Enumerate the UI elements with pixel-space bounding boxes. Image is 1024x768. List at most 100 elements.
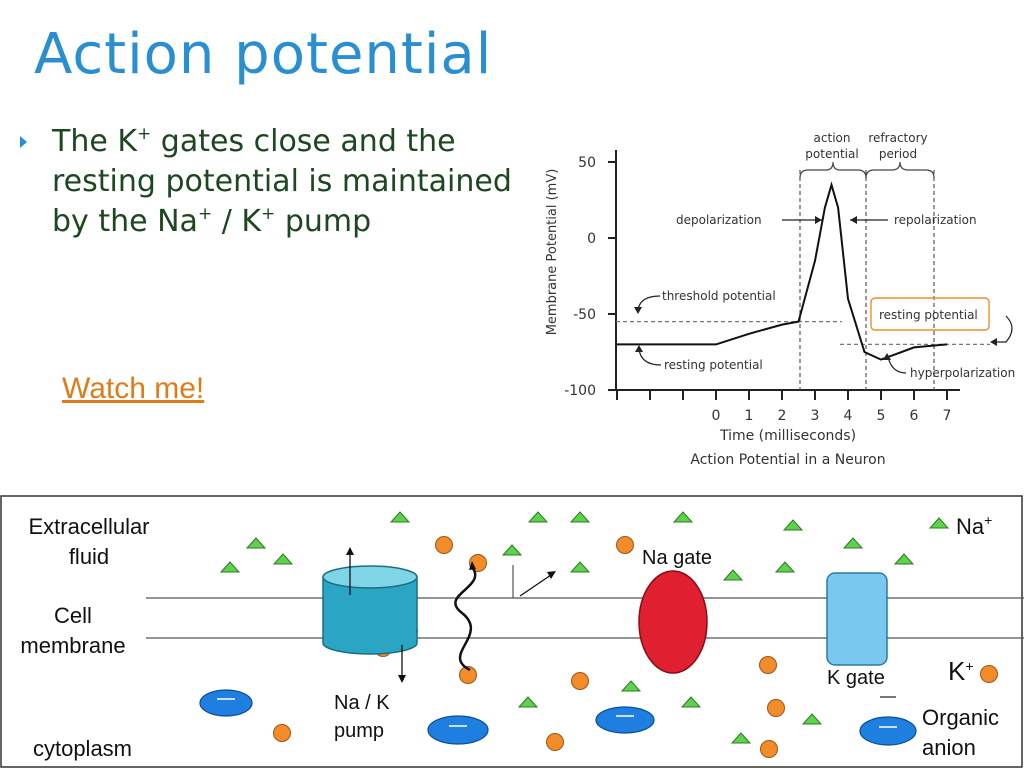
action-potential-brace — [799, 161, 867, 179]
k-ion-legend-label: K+ — [948, 656, 974, 686]
k-gate-label: K gate — [827, 667, 885, 689]
x-tick-label: 2 — [778, 408, 787, 424]
pump-up-arrowhead-icon — [346, 547, 354, 555]
legend-text: Na — [956, 514, 985, 539]
resting-arrowhead-icon — [635, 345, 643, 352]
repolarization-label: repolarization — [894, 213, 977, 227]
k-ion — [273, 724, 291, 742]
x-tick-label: 3 — [811, 408, 820, 424]
threshold-arrowhead-icon — [634, 307, 642, 314]
y-tick-label: -50 — [573, 307, 596, 323]
k-ion — [980, 665, 998, 683]
na-ion — [389, 511, 411, 523]
na-escape-arrow-icon — [519, 574, 552, 597]
y-tick-label: 50 — [578, 155, 596, 171]
hyperpolarization-label: hyperpolarization — [910, 366, 1015, 380]
k-ion — [760, 740, 778, 758]
organic-anion — [199, 689, 253, 717]
x-tick-label: 7 — [943, 408, 952, 424]
na-ion — [620, 680, 642, 692]
na-ion — [928, 517, 950, 529]
k-ion — [759, 656, 777, 674]
k-ion — [459, 666, 477, 684]
na-ion — [722, 569, 744, 581]
na-ion — [680, 696, 702, 708]
x-tick-label: 4 — [844, 408, 853, 424]
depolarization-label: depolarization — [676, 213, 762, 227]
organic-anion-legend-label: Organic anion — [922, 703, 999, 763]
bullet-superscript: + — [137, 124, 152, 144]
organic-anion — [859, 716, 917, 746]
bullet-superscript: + — [261, 204, 276, 224]
refractory-brace — [865, 161, 935, 179]
na-ion — [782, 519, 804, 531]
legend-superscript: + — [984, 512, 993, 528]
na-gate-channel — [638, 570, 708, 674]
legend-text: K — [948, 656, 966, 686]
na-ion — [774, 561, 796, 573]
na-ion-legend-label: Na+ — [956, 512, 992, 542]
organic-anion — [595, 706, 655, 734]
k-ion — [571, 672, 589, 690]
action-potential-label: potential — [805, 147, 858, 161]
depolarization-arrowhead-icon — [815, 216, 822, 224]
pump-label: Na / K pump — [334, 689, 390, 745]
na-ion — [527, 511, 549, 523]
refractory-label: refractory — [868, 131, 927, 145]
label-line: Cell — [54, 603, 92, 628]
resting-loop-arrow-icon — [992, 315, 1013, 343]
na-ion — [730, 732, 752, 744]
na-ion — [219, 561, 241, 573]
x-tick-label: 1 — [745, 408, 754, 424]
label-line: pump — [334, 720, 385, 742]
organic-anion — [427, 715, 489, 745]
label-line: Na / K — [334, 692, 390, 714]
resting-loop-arrowhead-icon — [990, 338, 997, 346]
label-line: anion — [922, 735, 976, 760]
na-ion — [672, 511, 694, 523]
bullet-text-part: pump — [275, 204, 372, 239]
k-ion — [435, 536, 453, 554]
bullet-text-part: The K — [52, 124, 138, 159]
hyperpolarization-arrow-icon — [887, 356, 907, 374]
action-potential-graph: Membrane Potential (mV) 50 0 -50 -100 0 1 2 3 4… — [545, 131, 1015, 468]
cell-membrane-label: Cell membrane — [8, 601, 138, 661]
k-gate-channel — [826, 572, 888, 666]
graph-caption: Action Potential in a Neuron — [690, 452, 885, 468]
y-axis-label: Membrane Potential (mV) — [545, 169, 560, 336]
repolarization-arrowhead-icon — [850, 216, 857, 224]
label-line: Organic — [922, 705, 1000, 730]
label-line: fluid — [68, 544, 110, 569]
y-tick-label: 0 — [587, 231, 596, 247]
resting-potential-label-right: resting potential — [879, 308, 978, 322]
na-ion — [842, 537, 864, 549]
x-tick-label: 6 — [910, 408, 919, 424]
na-k-pump — [322, 565, 418, 655]
action-potential-curve — [617, 181, 948, 361]
label-line: membrane — [20, 633, 126, 658]
bullet-text: The K+ gates close and the resting poten… — [52, 122, 532, 242]
watch-me-link[interactable]: Watch me! — [62, 372, 205, 405]
bullet-text-part: / K — [212, 204, 262, 239]
k-ion — [767, 699, 785, 717]
x-tick-label: 5 — [877, 408, 886, 424]
na-ion — [272, 553, 294, 565]
slide-title: Action potential — [34, 22, 493, 87]
leak-arrowhead-icon — [469, 561, 476, 570]
y-tick-label: -100 — [564, 383, 596, 399]
na-ion — [801, 713, 823, 725]
x-axis-label: Time (milliseconds) — [719, 428, 856, 444]
na-escape-arrowhead-icon — [547, 571, 556, 579]
na-ion — [517, 696, 539, 708]
threshold-label: threshold potential — [662, 289, 776, 303]
na-gate-label: Na gate — [642, 547, 713, 569]
k-ion — [546, 733, 564, 751]
na-ion — [569, 561, 591, 573]
na-ion — [569, 511, 591, 523]
hyperpolarization-arrowhead-icon — [883, 353, 891, 360]
pump-down-arrowhead-icon — [398, 675, 406, 683]
action-potential-label: action — [814, 131, 851, 145]
k-leak-channel-squiggle — [454, 566, 477, 672]
label-line: Extracellular — [28, 514, 150, 539]
bullet-text-part: gates close and the resting potential is… — [52, 124, 512, 239]
